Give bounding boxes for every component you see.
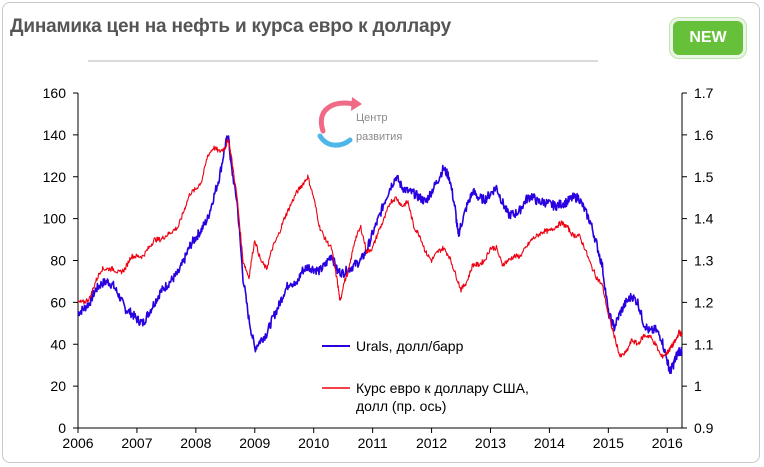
y-right-tick-label: 1.1 [694,336,714,352]
y-right-tick-label: 1.2 [694,294,714,310]
series-line-urals [77,135,683,375]
x-tick-label: 2008 [180,435,211,451]
y-right-tick-label: 1.5 [694,169,714,185]
y-left-tick-label: 140 [43,127,67,143]
x-tick-label: 2010 [298,435,329,451]
y-right-tick-label: 1 [694,378,702,394]
x-tick-label: 2013 [475,435,506,451]
legend: Urals, долл/барр Курс евро к доллару США,… [322,338,529,414]
x-tick-label: 2016 [652,435,683,451]
y-right-tick-label: 0.9 [694,420,714,436]
y-left-tick-label: 100 [43,211,67,227]
watermark-line1: Центр [356,112,388,124]
y-left-tick-label: 0 [58,420,66,436]
x-tick-label: 2015 [593,435,624,451]
axes: 0 20 40 60 80 100 120 140 160 0.9 1 1.1 1.2 1.3 1.4 1.5… [43,85,714,451]
x-tick-label: 2007 [121,435,152,451]
y-right-tick-label: 1.3 [694,253,714,269]
y-right-tick-label: 1.4 [694,211,714,227]
new-badge[interactable]: NEW [670,18,746,58]
y-left-tick-label: 160 [43,85,67,101]
y-right-tick-label: 1.7 [694,85,714,101]
series-line-eur-usd [77,138,683,359]
watermark-arrow-pink [318,100,357,134]
x-tick-label: 2014 [534,435,565,451]
y-right-tick-label: 1.6 [694,127,714,143]
legend-label: долл (пр. ось) [356,398,446,414]
watermark-line2: развития [356,131,402,143]
x-tick-label: 2012 [416,435,447,451]
title-underline [88,60,598,62]
x-tick-label: 2006 [62,435,93,451]
x-tick-label: 2011 [358,435,388,451]
y-left-tick-label: 60 [50,294,66,310]
y-left-tick-label: 40 [50,336,66,352]
legend-label: Курс евро к доллару США, [356,380,529,396]
watermark-arrowhead-pink [351,97,362,111]
legend-label: Urals, долл/барр [356,338,464,354]
y-left-tick-label: 20 [50,378,66,394]
chart-frame [2,2,760,463]
watermark: Центр развития [317,97,402,148]
y-left-tick-label: 80 [50,253,66,269]
series-lines [77,135,683,375]
x-tick-label: 2009 [239,435,270,451]
y-left-tick-label: 120 [43,169,67,185]
chart-title: Динамика цен на нефть и курса евро к дол… [10,16,451,37]
watermark-arrow-blue [317,133,353,148]
